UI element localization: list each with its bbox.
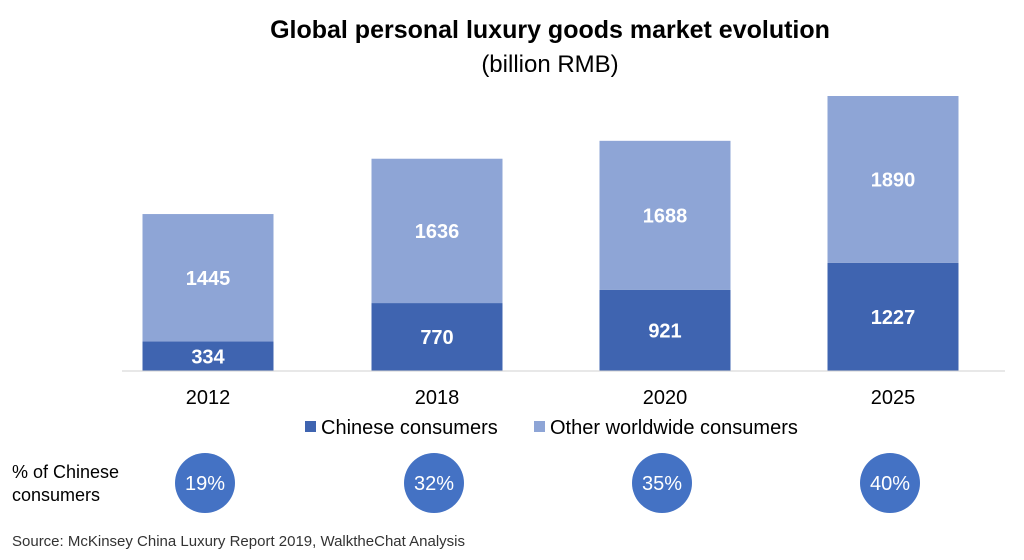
bar-chinese-2018 [371, 303, 503, 371]
x-tick-label: 2018 [415, 387, 460, 409]
chart-subtitle: (billion RMB) [481, 51, 618, 78]
bar-chinese-2025 [827, 262, 959, 371]
share-value: 40% [870, 473, 910, 495]
share-value: 35% [642, 473, 682, 495]
share-circle [632, 453, 692, 513]
legend-label: Other worldwide consumers [550, 417, 798, 439]
bar-other-2012 [142, 214, 274, 342]
share-circle [404, 453, 464, 513]
x-tick-label: 2020 [643, 387, 688, 409]
share-label-line-2: consumers [12, 485, 100, 505]
data-label: 921 [648, 320, 681, 342]
x-tick-label: 2025 [871, 387, 916, 409]
chart-title: Global personal luxury goods market evol… [270, 16, 830, 44]
source-note: Source: McKinsey China Luxury Report 201… [12, 533, 465, 550]
bar-other-2020 [599, 140, 731, 290]
data-label: 1890 [871, 169, 916, 191]
share-circle [175, 453, 235, 513]
bar-other-2025 [827, 96, 959, 263]
data-label: 1227 [871, 307, 916, 329]
share-label-line-1: % of Chinese [12, 462, 119, 482]
legend-swatch [305, 421, 316, 432]
data-label: 1445 [186, 268, 231, 290]
data-label: 334 [191, 346, 225, 368]
share-value: 32% [414, 473, 454, 495]
data-label: 770 [420, 327, 453, 349]
share-circle [860, 453, 920, 513]
legend-label: Chinese consumers [321, 417, 498, 439]
x-tick-label: 2012 [186, 387, 231, 409]
bar-chinese-2020 [599, 289, 731, 371]
bar-chinese-2012 [142, 341, 274, 371]
bar-other-2018 [371, 158, 503, 304]
data-label: 1636 [415, 221, 460, 243]
legend-swatch [534, 421, 545, 432]
share-value: 19% [185, 473, 225, 495]
data-label: 1688 [643, 205, 688, 227]
